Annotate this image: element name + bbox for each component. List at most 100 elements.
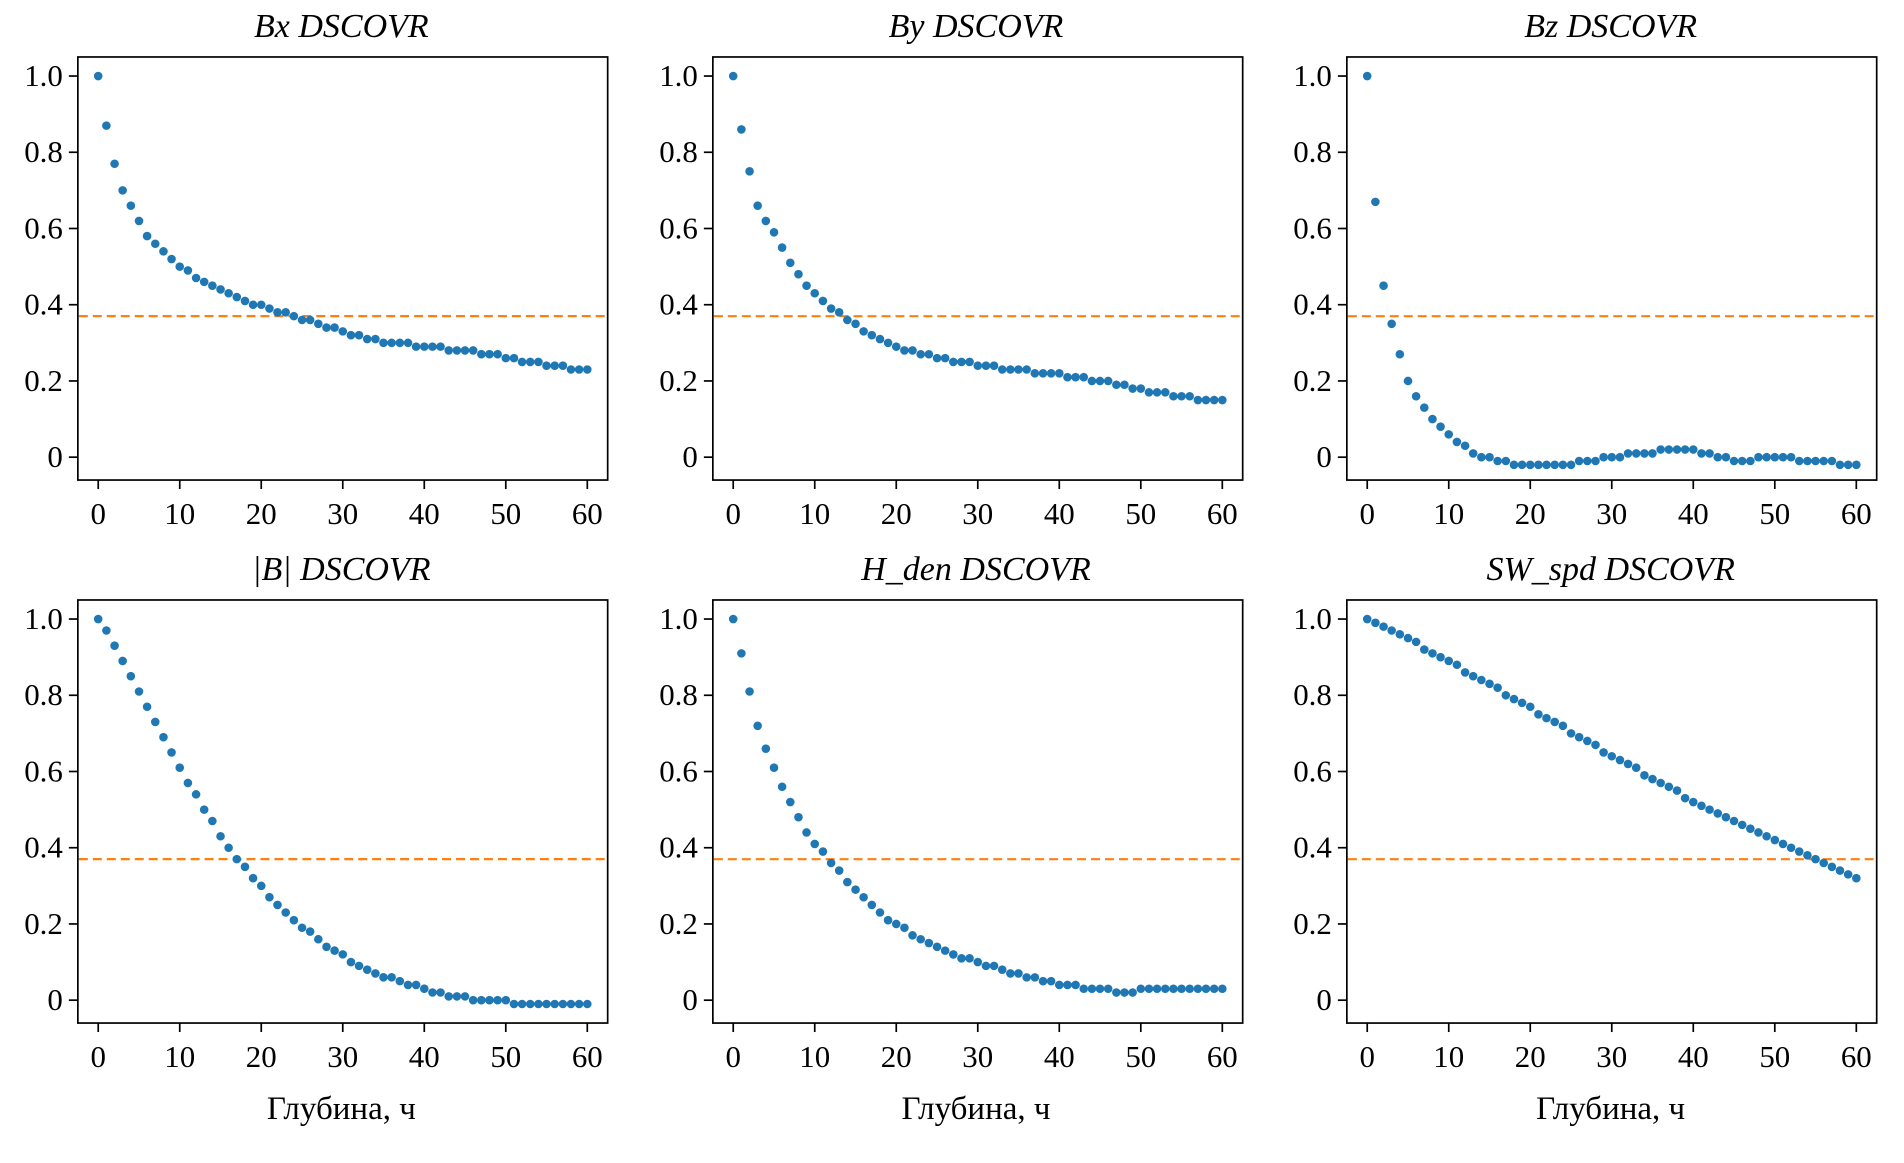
data-point (1640, 448, 1650, 458)
x-tick-label: 60 (572, 1039, 603, 1074)
data-point (924, 349, 933, 359)
data-point (883, 338, 893, 347)
y-tick-label: 1.0 (659, 58, 698, 93)
data-point (1119, 988, 1129, 997)
data-point (550, 999, 559, 1009)
data-point (1673, 444, 1682, 454)
data-point (1713, 809, 1723, 818)
data-point (858, 892, 868, 902)
data-point (346, 330, 356, 339)
data-point (281, 307, 290, 317)
data-point (761, 744, 770, 753)
data-point (265, 303, 274, 313)
data-point (501, 353, 511, 362)
data-point (907, 345, 917, 355)
data-point (199, 277, 209, 286)
x-tick-label: 60 (1207, 495, 1238, 530)
data-point (460, 992, 470, 1001)
data-point (338, 326, 348, 336)
data-point (1591, 456, 1601, 465)
data-point (1079, 372, 1088, 381)
data-point (297, 923, 307, 932)
x-tick-label: 40 (1678, 495, 1709, 530)
data-point (1013, 969, 1023, 978)
data-point (1152, 387, 1162, 397)
data-point (1436, 421, 1446, 431)
y-tick-label: 0.4 (24, 286, 63, 321)
data-point (428, 988, 437, 997)
data-point (118, 185, 127, 195)
data-point (769, 227, 778, 237)
data-point (1534, 459, 1544, 469)
chart-panel-swspd: SW_spd DSCOVR 0 10 20 30 40 50 60 0 0.2 0.4 0.6 0.8… (1277, 549, 1886, 1128)
x-tick-label: 20 (880, 495, 911, 530)
data-point (1079, 984, 1088, 993)
x-tick-label: 60 (1841, 1039, 1872, 1074)
data-point (753, 200, 762, 210)
data-point (826, 303, 836, 313)
data-point (1697, 801, 1707, 811)
y-tick-label: 0.2 (659, 362, 698, 397)
data-point (371, 969, 380, 978)
data-point (1444, 656, 1454, 666)
data-point (403, 338, 413, 347)
data-point (1583, 736, 1592, 746)
data-point (248, 873, 258, 883)
x-tick-label: 50 (1760, 495, 1791, 530)
data-point (1844, 459, 1853, 469)
data-point (566, 999, 576, 1009)
x-tick-label: 40 (1043, 495, 1074, 530)
data-point (989, 961, 998, 971)
data-point (1119, 379, 1129, 389)
data-point (1371, 197, 1381, 206)
data-point (1070, 980, 1080, 990)
data-point (1136, 383, 1145, 393)
data-point (468, 995, 478, 1005)
data-point (403, 980, 413, 990)
data-point (1452, 660, 1462, 669)
y-tick-label: 0 (47, 439, 62, 474)
data-point (1738, 820, 1747, 830)
data-point (1575, 456, 1584, 465)
y-tick-label: 0.4 (659, 286, 698, 321)
data-point (1013, 364, 1023, 374)
data-point (1030, 972, 1039, 982)
x-tick-label: 50 (1125, 495, 1156, 530)
x-tick-label: 30 (327, 1039, 358, 1074)
chart-title-bz: Bz DSCOVR (1524, 8, 1698, 45)
data-point (744, 687, 754, 696)
data-point (346, 957, 356, 967)
data-point (509, 353, 519, 362)
data-point (1632, 448, 1641, 458)
data-point (542, 999, 551, 1009)
data-point (891, 919, 901, 929)
data-point (1575, 732, 1584, 742)
data-point (371, 334, 380, 343)
data-point (208, 816, 217, 826)
data-point (256, 299, 266, 309)
data-point (191, 789, 201, 799)
data-point (305, 315, 315, 324)
x-tick-label: 50 (490, 1039, 521, 1074)
data-point (1038, 368, 1047, 378)
data-point (289, 311, 299, 320)
y-tick-label: 1.0 (1294, 58, 1333, 93)
data-point (1681, 793, 1690, 803)
data-point (981, 961, 990, 971)
data-point (1054, 980, 1064, 990)
y-tick-label: 0.2 (1294, 906, 1333, 941)
data-point (883, 915, 893, 925)
data-point (1493, 456, 1503, 465)
y-tick-label: 0.2 (24, 362, 63, 397)
data-point (867, 330, 876, 339)
data-point (191, 273, 201, 282)
data-point (1160, 984, 1170, 993)
data-point (997, 965, 1007, 974)
data-point (1404, 633, 1413, 643)
data-point (1436, 652, 1446, 662)
x-tick-label: 0 (725, 495, 740, 530)
data-point (1168, 391, 1178, 401)
data-point (1412, 391, 1421, 401)
data-point (1501, 690, 1511, 700)
data-point (932, 942, 942, 952)
